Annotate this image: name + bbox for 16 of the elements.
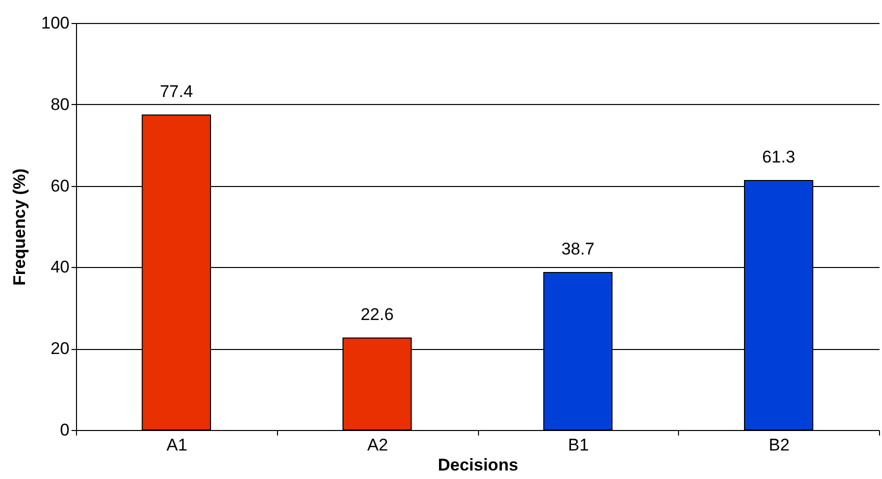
y-tick-label: 60: [50, 176, 70, 196]
x-tick-label: B2: [768, 436, 790, 454]
y-tick-label: 100: [41, 14, 70, 32]
x-tick-label: A1: [166, 436, 188, 454]
y-tick-label: 80: [50, 94, 70, 114]
y-tick-label: 0: [60, 420, 70, 440]
x-tick-label: B1: [568, 436, 589, 454]
data-label: 77.4: [160, 82, 193, 101]
data-label: 38.7: [561, 239, 594, 258]
x-axis-title: Decisions: [438, 456, 518, 474]
data-label: 61.3: [762, 148, 796, 167]
x-tick-label: A2: [367, 436, 388, 454]
data-label: 22.6: [360, 305, 394, 324]
y-tick-label: 40: [50, 258, 70, 277]
y-axis-title: Frequency (%): [10, 168, 30, 286]
y-tick-label: 20: [50, 339, 70, 358]
